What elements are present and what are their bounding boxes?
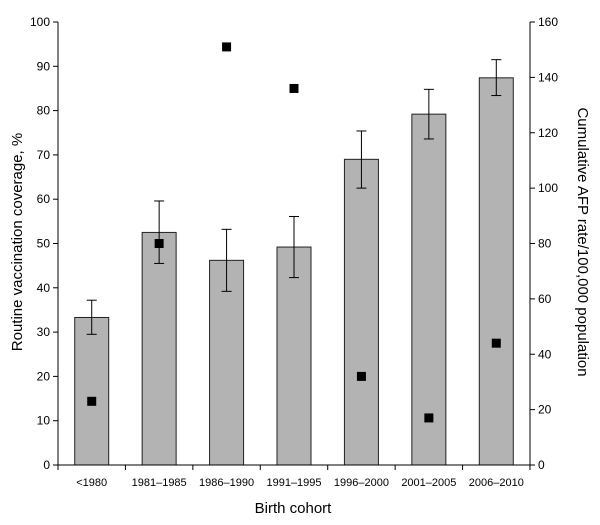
y-tick-label-right: 0: [538, 458, 545, 472]
bar: [478, 77, 514, 466]
y-axis-title-left: Routine vaccination coverage, %: [9, 133, 26, 351]
y-tick-label-left: 20: [37, 369, 51, 383]
afp-point: [424, 413, 434, 423]
bar: [343, 158, 379, 466]
y-tick-label-right: 100: [538, 181, 558, 195]
bar: [141, 231, 177, 466]
y-tick-label-right: 40: [538, 347, 552, 361]
afp-point: [222, 42, 232, 52]
y-axis-title-right: Cumulative AFP rate/100,000 population: [574, 107, 591, 376]
y-tick-label-left: 30: [37, 325, 51, 339]
y-tick-label-left: 90: [37, 59, 51, 73]
y-tick-label-right: 120: [538, 126, 558, 140]
y-tick-label-left: 40: [37, 281, 51, 295]
y-tick-label-right: 140: [538, 70, 558, 84]
x-tick-label: 2006–2010: [469, 477, 524, 489]
y-tick-label-left: 70: [37, 148, 51, 162]
bar: [74, 316, 110, 466]
afp-point: [289, 83, 299, 93]
x-tick-label: 1991–1995: [266, 477, 321, 489]
y-tick-label-right: 160: [538, 15, 558, 29]
x-tick-label: <1980: [76, 477, 107, 489]
bar: [411, 113, 447, 466]
x-tick-label: 2001–2005: [401, 477, 456, 489]
bar: [276, 246, 312, 466]
afp-point: [87, 396, 97, 406]
axes-layer: [53, 21, 535, 470]
y-tick-label-left: 50: [37, 237, 51, 251]
afp-point: [491, 338, 501, 348]
x-tick-label: 1981–1985: [132, 477, 187, 489]
x-tick-label: 1996–2000: [334, 477, 389, 489]
label-layer: 0 10 20 30 40 50 60 70 80 90 100 0 20 40 60 80 100 120 140…: [30, 15, 558, 489]
afp-point: [154, 239, 164, 248]
error-bar-layer: [86, 59, 502, 335]
y-tick-label-right: 20: [538, 403, 552, 417]
y-tick-label-left: 100: [30, 15, 50, 29]
y-tick-label-left: 80: [37, 104, 51, 118]
y-tick-label-right: 80: [538, 237, 552, 251]
x-tick-label: 1986–1990: [199, 477, 254, 489]
afp-point-layer: [87, 42, 501, 423]
afp-point: [356, 371, 366, 381]
y-tick-label-right: 60: [538, 292, 552, 306]
y-tick-label-left: 60: [37, 192, 51, 206]
bar-layer: [74, 77, 514, 466]
y-tick-label-left: 10: [37, 414, 51, 428]
y-tick-label-left: 0: [43, 458, 50, 472]
x-axis-title: Birth cohort: [255, 500, 333, 517]
